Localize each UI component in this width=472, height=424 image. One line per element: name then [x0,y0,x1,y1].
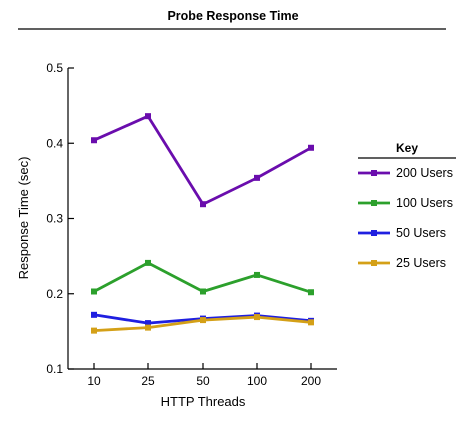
data-point-200-users [308,144,314,151]
legend-label-25-users: 25 Users [396,256,446,270]
series-line-200-users [93,114,312,206]
data-point-100-users [91,288,97,295]
data-point-50-users [91,311,97,318]
legend-marker-100-users [371,200,377,206]
y-tick-label: 0.5 [46,61,63,75]
y-axis-title: Response Time (sec) [16,157,31,280]
legend-title: Key [396,141,418,155]
y-tick-label: 0.1 [46,362,63,376]
data-point-100-users [308,289,314,296]
x-tick-label: 25 [141,374,155,388]
legend-marker-200-users [371,170,377,176]
data-point-25-users [200,317,206,324]
data-point-25-users [254,314,260,321]
legend-marker-25-users [371,260,377,266]
x-tick-label: 50 [196,374,210,388]
y-tick-label: 0.4 [46,136,63,150]
x-tick-label: 10 [87,374,101,388]
y-tick-label: 0.2 [46,287,63,301]
legend-label-50-users: 50 Users [396,226,446,240]
data-point-25-users [308,319,314,326]
series-line-100-users [93,261,312,294]
data-point-200-users [145,113,151,120]
data-point-200-users [91,137,97,144]
x-tick-label: 100 [247,374,267,388]
data-point-100-users [200,288,206,295]
legend: Key 200 Users 100 Users 50 Users 25 Users [358,141,456,270]
data-point-200-users [200,201,206,208]
chart-title: Probe Response Time [167,9,298,23]
data-point-100-users [254,271,260,278]
data-point-25-users [145,324,151,331]
data-point-100-users [145,259,151,266]
legend-label-100-users: 100 Users [396,196,453,210]
legend-label-200-users: 200 Users [396,166,453,180]
plot-area: 0.1 0.2 0.3 0.4 0.5 10 25 50 100 200 [46,61,337,388]
x-axis-title: HTTP Threads [161,394,246,409]
data-point-25-users [91,327,97,334]
data-point-50-users [145,320,151,327]
y-tick-label: 0.3 [46,212,63,226]
x-tick-label: 200 [301,374,321,388]
legend-marker-50-users [371,230,377,236]
data-point-200-users [254,174,260,181]
